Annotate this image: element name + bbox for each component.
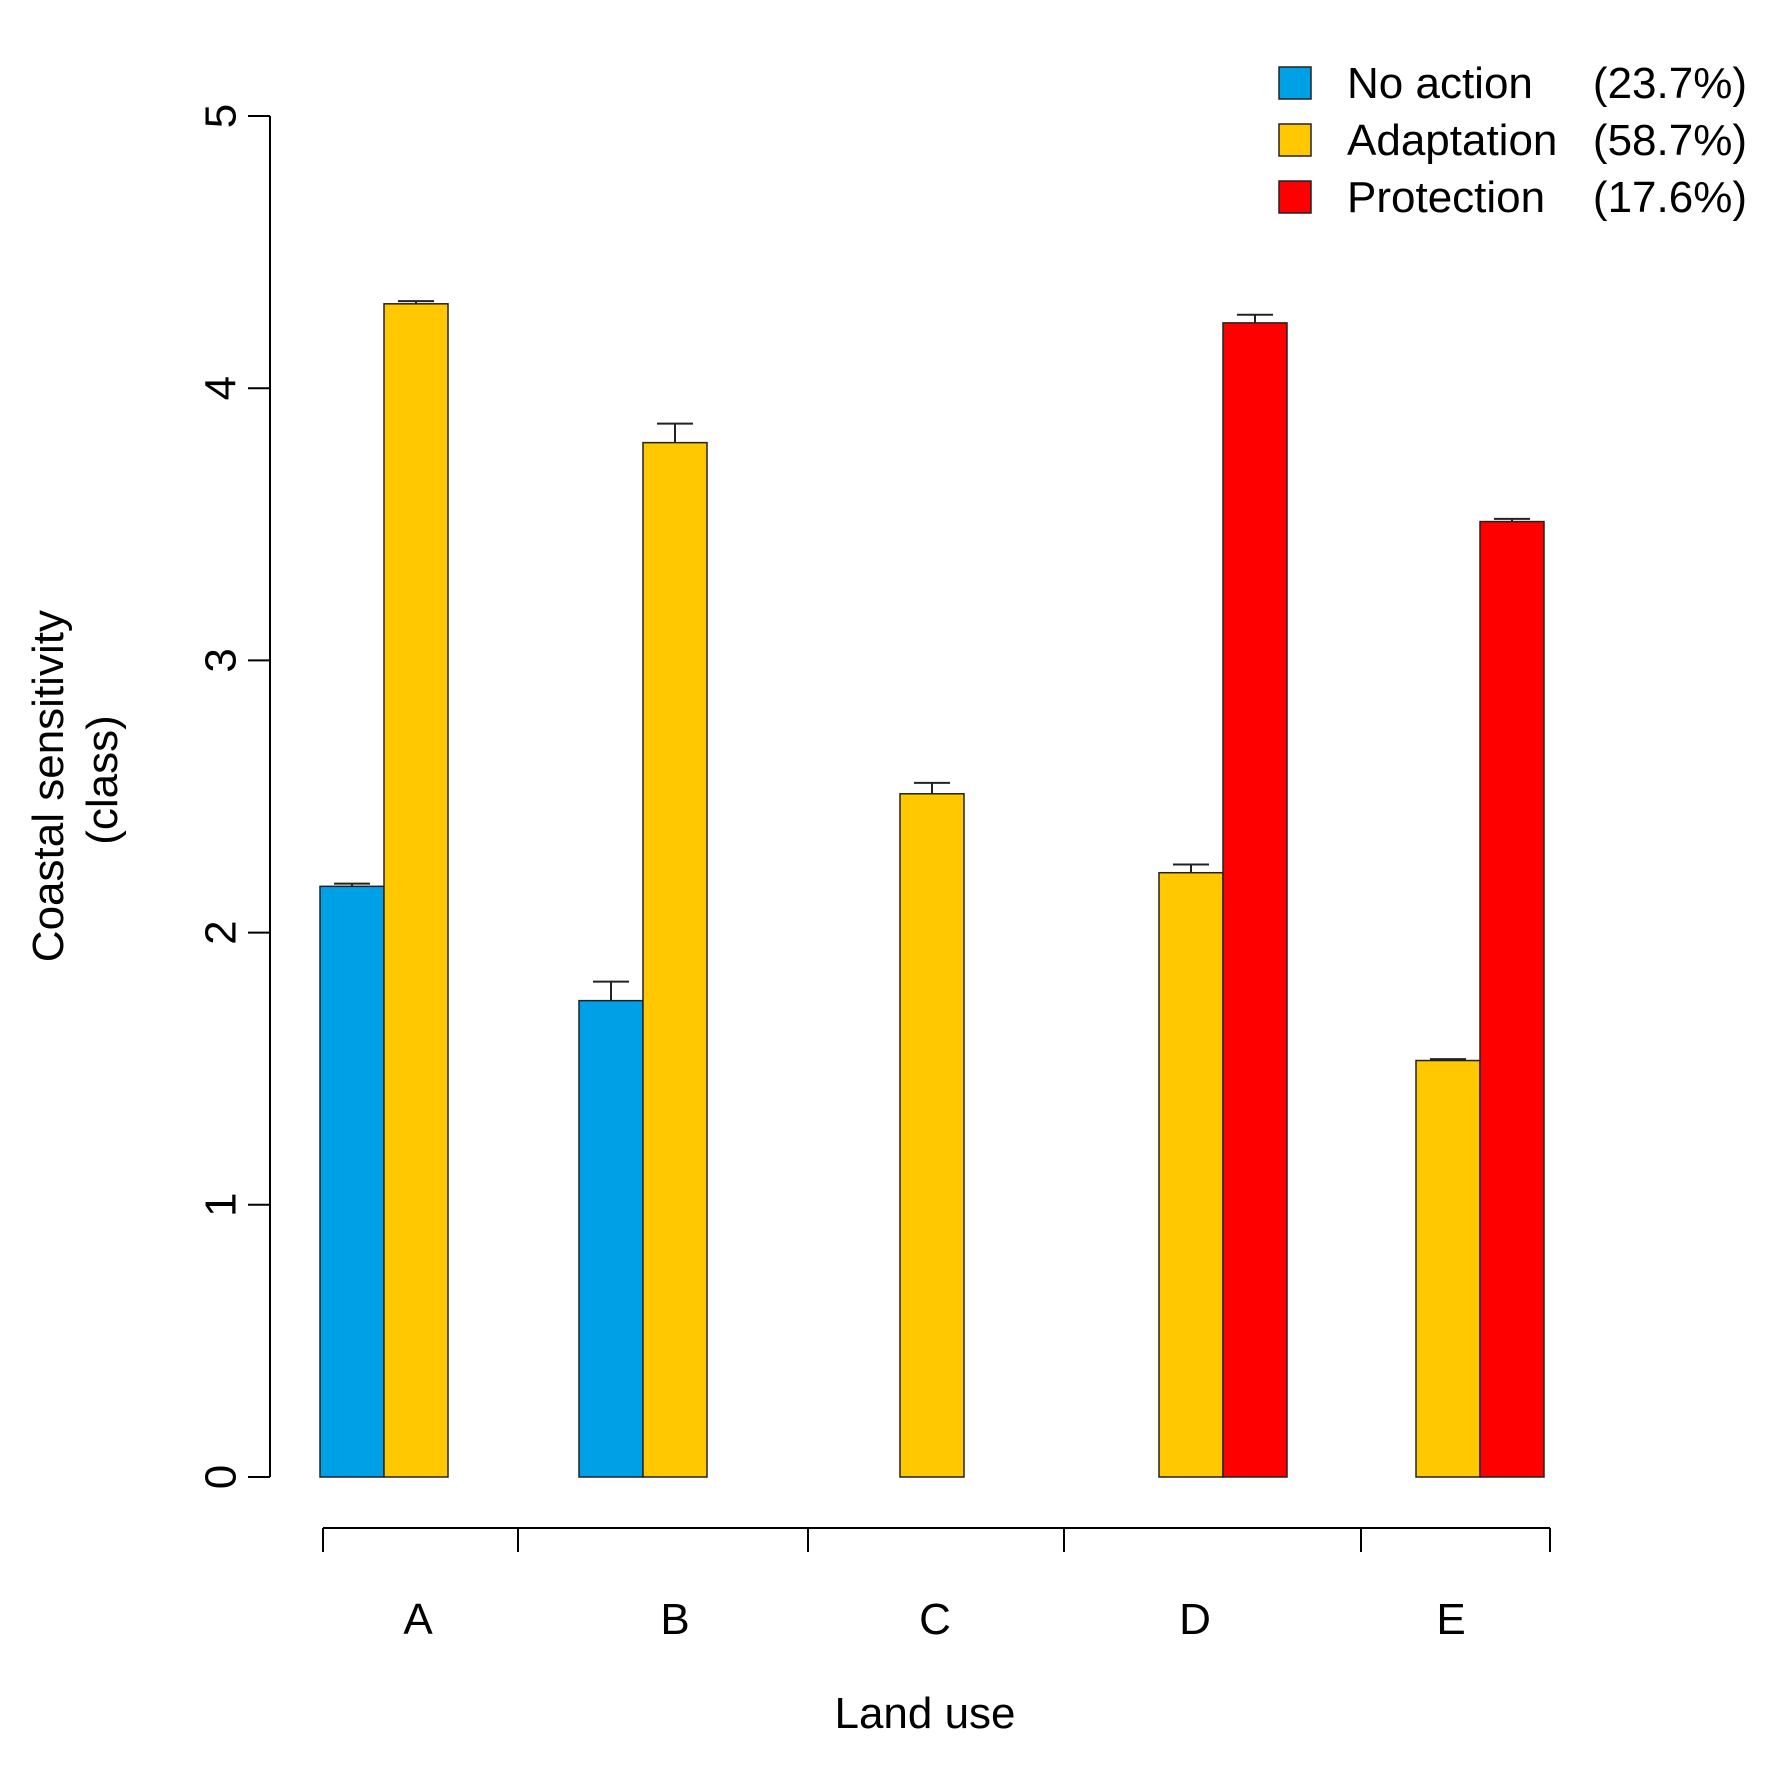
legend-swatch: [1278, 66, 1312, 100]
legend-label: Protection: [1347, 173, 1545, 222]
legend-swatch: [1278, 123, 1312, 157]
x-axis: A B C D E: [322, 1527, 1551, 1644]
y-axis-title: Coastal sensitivity (class): [24, 598, 127, 962]
bar-c-adaptation: [899, 793, 965, 1478]
category-label-c: C: [919, 1595, 951, 1644]
legend-share: (58.7%): [1593, 116, 1747, 165]
category-label-b: B: [660, 1595, 689, 1644]
bars: [319, 300, 1545, 1478]
bar-a-adaptation: [383, 303, 449, 1478]
legend-label: Adaptation: [1347, 116, 1557, 165]
bar-b-adaptation: [642, 441, 708, 1478]
y-tick-label: 2: [196, 920, 245, 944]
y-axis-title-line-2: (class): [78, 715, 127, 845]
legend-item-adaptation: Adaptation (58.7%): [1278, 116, 1747, 165]
y-axis: 0 1 2 3 4 5: [196, 104, 271, 1489]
bar-d-protection: [1222, 322, 1288, 1478]
y-tick-label: 1: [196, 1193, 245, 1217]
y-tick-label: 4: [196, 376, 245, 400]
bar-d-adaptation: [1158, 871, 1224, 1478]
legend-share: (23.7%): [1593, 59, 1747, 108]
bar-e-protection: [1479, 520, 1545, 1478]
y-tick-label: 5: [196, 104, 245, 128]
legend-share: (17.6%): [1593, 173, 1747, 222]
x-axis-title: Land use: [834, 1689, 1015, 1738]
category-label-d: D: [1179, 1595, 1211, 1644]
y-axis-title-line-1: Coastal sensitivity: [24, 610, 73, 962]
legend-swatch: [1278, 180, 1312, 214]
legend-item-protection: Protection (17.6%): [1278, 173, 1747, 222]
category-label-e: E: [1436, 1595, 1465, 1644]
legend-item-no-action: No action (23.7%): [1278, 59, 1747, 108]
legend: No action (23.7%) Adaptation (58.7%) Protect…: [1278, 59, 1747, 222]
bar-a-no-action: [319, 885, 385, 1478]
legend-label: No action: [1347, 59, 1533, 108]
bar-b-no-action: [578, 999, 644, 1478]
y-tick-label: 3: [196, 648, 245, 672]
y-tick-label: 0: [196, 1465, 245, 1489]
category-label-a: A: [403, 1595, 433, 1644]
bar-e-adaptation: [1415, 1059, 1481, 1478]
